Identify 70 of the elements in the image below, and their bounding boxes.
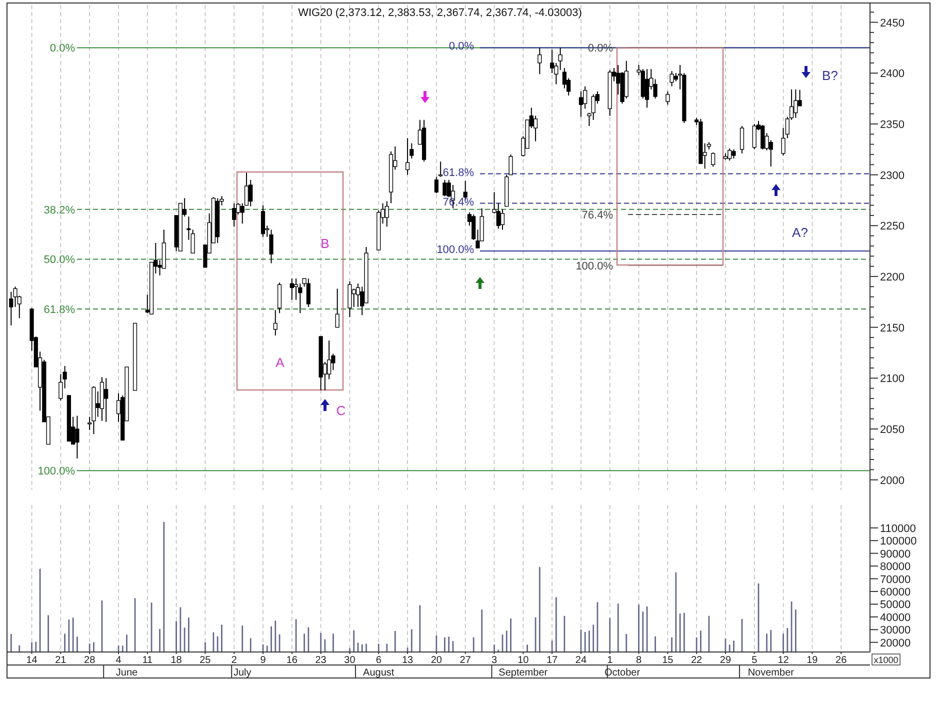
x-tick-label: 18 — [170, 655, 182, 666]
x-tick-label: 15 — [662, 655, 674, 666]
x-tick-label: 26 — [836, 655, 848, 666]
annotation: B — [320, 236, 330, 251]
x-tick-label: 27 — [460, 655, 472, 666]
y-tick-label: 80000 — [880, 561, 911, 574]
x-tick-label: 17 — [546, 655, 558, 666]
y-tick-label: 2300 — [880, 170, 904, 182]
x-tick-label: 25 — [200, 655, 212, 666]
x-tick-label: 22 — [691, 655, 703, 666]
annotation: C — [336, 403, 346, 418]
annotation: 100.0% — [38, 466, 76, 478]
y-tick-label: 2150 — [880, 322, 904, 334]
y-tick-label: 2350 — [880, 118, 904, 131]
x-tick-label: 4 — [116, 655, 122, 666]
x-tick-label: 1 — [607, 655, 614, 666]
x-tick-label: 12 — [778, 655, 790, 666]
x2-tick-label: September — [498, 668, 548, 678]
x2-tick-label: June — [116, 668, 138, 678]
x-tick-label: 6 — [376, 655, 382, 666]
x-tick-label: 19 — [806, 655, 818, 666]
annotation: 61.8% — [442, 166, 474, 179]
y-tick-label: 100000 — [880, 536, 917, 548]
x-tick-label: 24 — [575, 655, 587, 666]
y-tick-label: 2050 — [880, 424, 904, 436]
y-tick-label: 60000 — [880, 586, 911, 598]
y-tick-label: 90000 — [880, 548, 911, 560]
x-tick-label: 2 — [231, 655, 238, 666]
x-tick-label: 3 — [491, 655, 498, 666]
chart-title: WIG20 (2,373.12, 2,383.53, 2,367.74, 2,367.74, -4.03003) — [298, 7, 582, 19]
y-tick-label: 2200 — [880, 271, 904, 284]
x-tick-label: 5 — [752, 655, 758, 666]
x-tick-label: 23 — [315, 655, 327, 666]
x-tick-label: 29 — [720, 655, 732, 666]
annotation: 100.0% — [436, 244, 474, 256]
x-tick-label: 13 — [402, 655, 414, 666]
annotation: 0.0% — [50, 42, 76, 55]
annotation: A — [276, 355, 285, 370]
y-axis-title: x1000 — [874, 655, 898, 665]
y-tick-label: 2250 — [880, 220, 904, 233]
x-tick-label: 8 — [636, 655, 642, 666]
x2-tick-label: August — [363, 668, 394, 678]
annotation: 61.8% — [44, 304, 76, 316]
x-tick-label: 21 — [55, 655, 67, 666]
y-tick-label: 2450 — [880, 17, 904, 30]
x-tick-label: 10 — [518, 655, 530, 666]
x-tick-label: 20 — [430, 655, 442, 666]
y-tick-label: 70000 — [880, 574, 911, 586]
annotation: B? — [822, 68, 838, 83]
y-tick-label: 40000 — [880, 612, 911, 624]
x-tick-label: 14 — [26, 655, 38, 666]
y-tick-label: 110000 — [880, 522, 916, 535]
annotation: 76.4% — [582, 209, 614, 222]
x-tick-label: 28 — [84, 655, 96, 666]
x2-tick-label: July — [233, 668, 252, 678]
y-tick-label: 50000 — [880, 599, 911, 612]
x-tick-label: 16 — [286, 655, 298, 666]
x2-tick-label: November — [748, 668, 795, 678]
annotation: 100.0% — [576, 260, 614, 272]
annotation: 38.2% — [44, 204, 76, 216]
y-tick-label: 30000 — [880, 624, 911, 637]
y-tick-label: 20000 — [880, 637, 911, 650]
y-tick-label: 2100 — [880, 373, 904, 386]
y-tick-label: 2000 — [880, 474, 904, 487]
annotation: 50.0% — [44, 254, 76, 266]
x-tick-label: 30 — [344, 655, 356, 666]
y-tick-label: 2400 — [880, 68, 904, 80]
annotation: A? — [792, 225, 808, 240]
x-tick-label: 9 — [260, 655, 266, 666]
x-tick-label: 11 — [142, 655, 154, 666]
